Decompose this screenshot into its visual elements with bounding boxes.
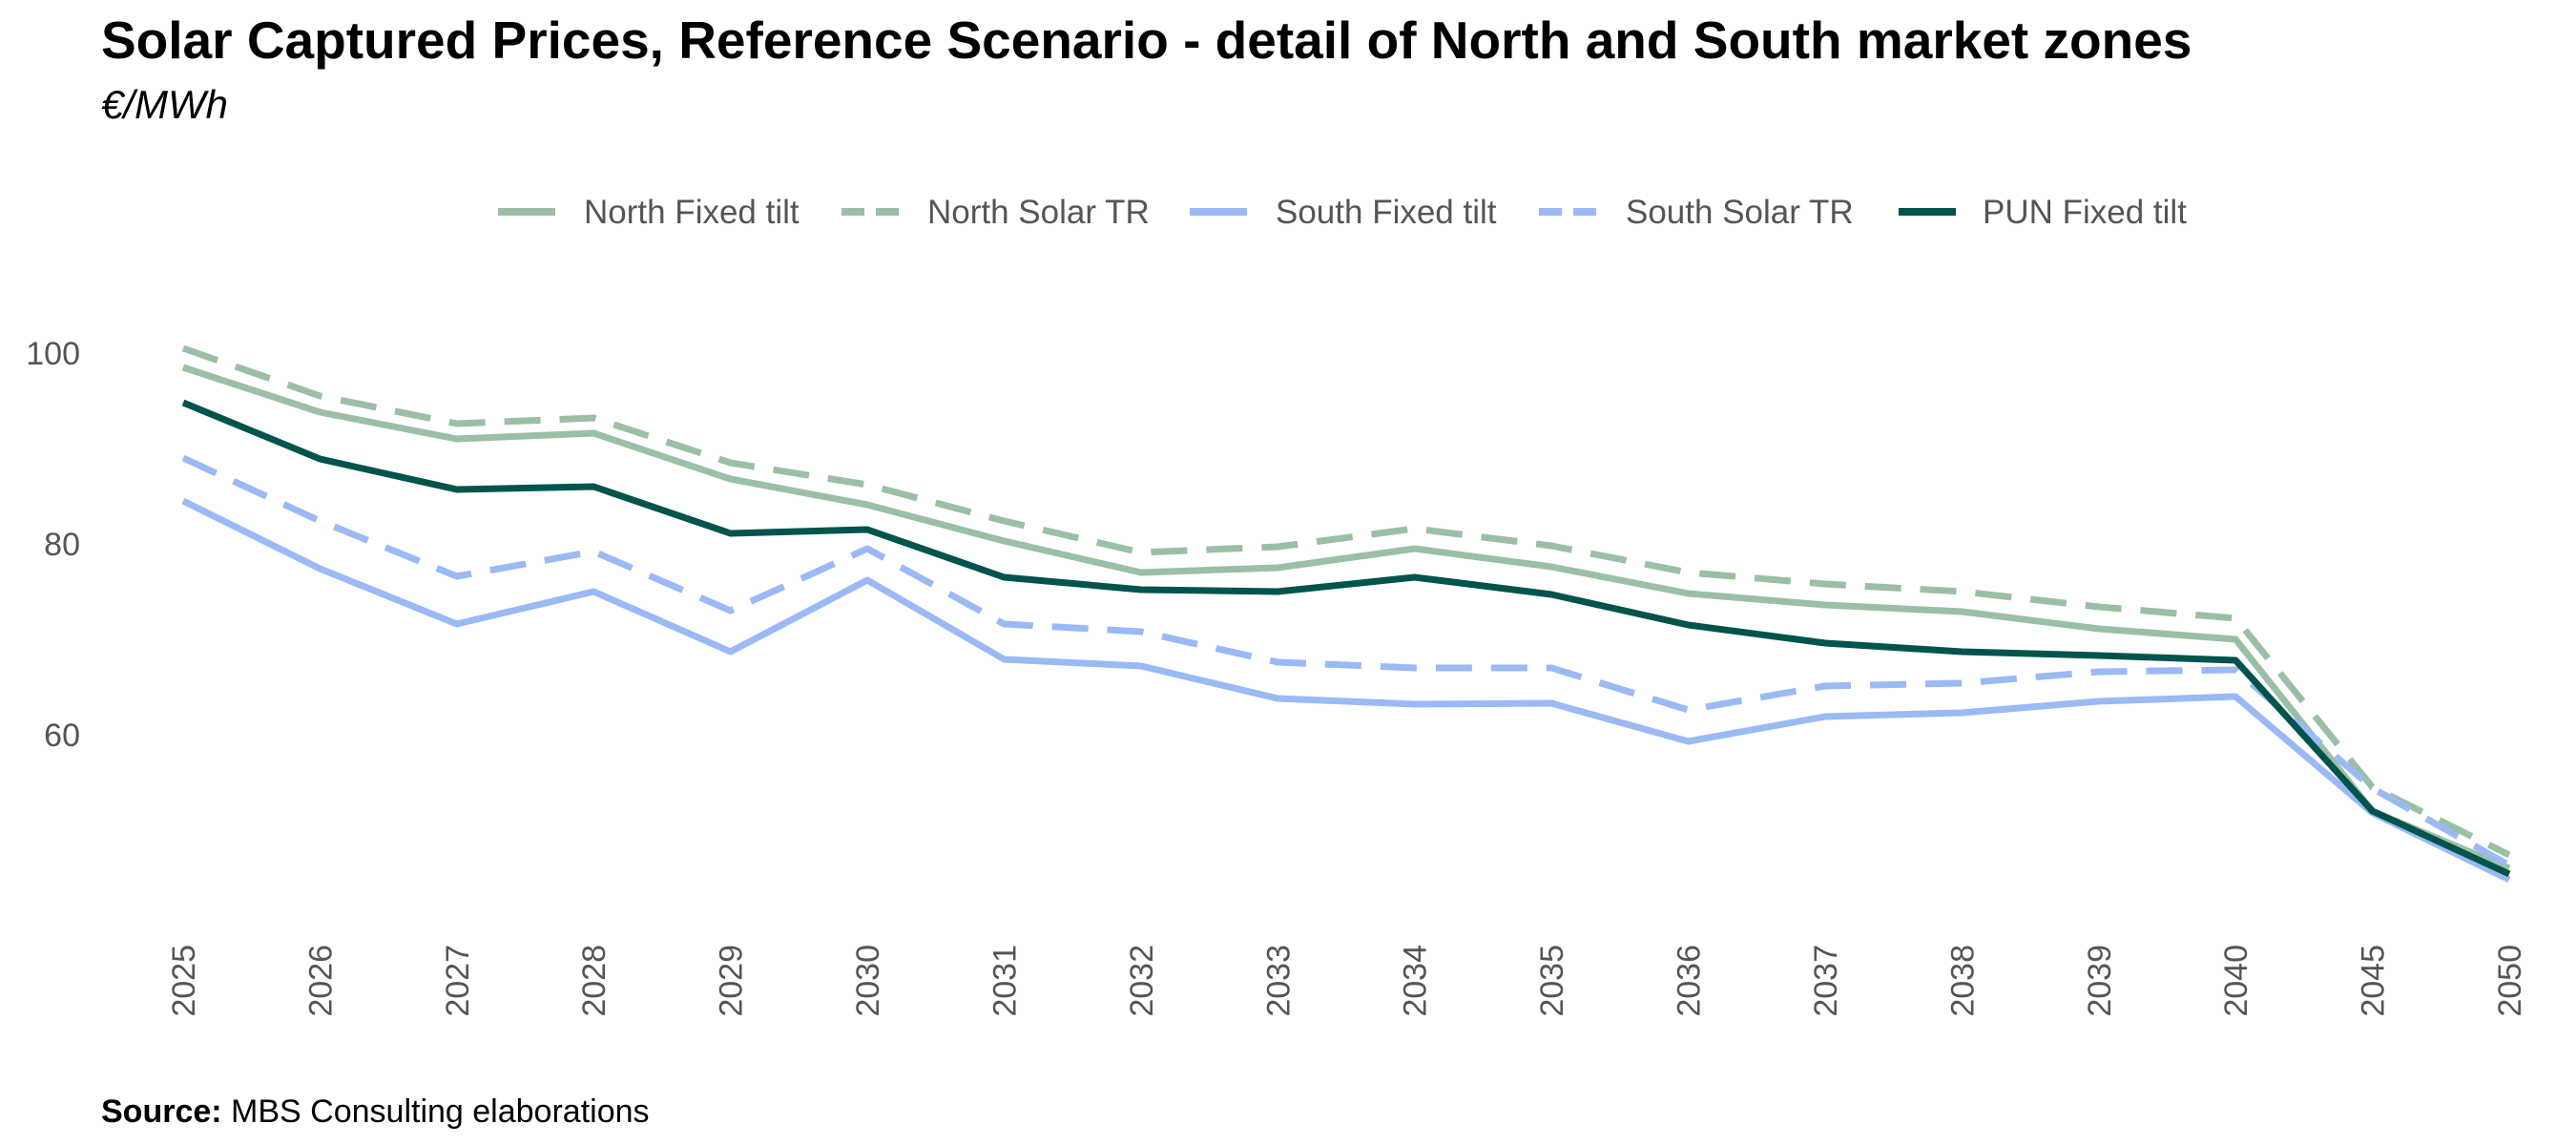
y-tick-label-80: 80	[44, 527, 80, 563]
x-tick-label-2039: 2039	[2082, 945, 2118, 1017]
legend-label-south-solar-tr: South Solar TR	[1626, 194, 1854, 231]
x-tick-label-2037: 2037	[1808, 945, 1844, 1017]
legend-label-north-fixed-tilt: North Fixed tilt	[584, 194, 800, 231]
x-tick-label-2026: 2026	[302, 945, 339, 1017]
x-axis: 2025 2026 2027 2028 2029 2030 2031 2032 2033 2034…	[166, 945, 2528, 1017]
x-tick-label-2038: 2038	[1944, 945, 1981, 1017]
x-tick-label-2031: 2031	[987, 945, 1023, 1017]
legend-label-south-fixed-tilt: South Fixed tilt	[1276, 194, 1497, 231]
series-line-north-solar-tr	[181, 344, 2511, 859]
plot-area	[181, 344, 2511, 884]
series-line-south-solar-tr	[181, 454, 2511, 869]
x-tick-label-2040: 2040	[2218, 945, 2254, 1017]
x-tick-label-2032: 2032	[1124, 945, 1160, 1017]
source-note: Source: MBS Consulting elaborations	[101, 1093, 650, 1131]
series-line-south-fixed-tilt	[181, 497, 2511, 884]
x-tick-label-2034: 2034	[1398, 945, 1434, 1017]
chart-subtitle: €/MWh	[101, 82, 229, 127]
series-line-pun-fixed-tilt	[181, 399, 2511, 878]
y-axis: 60 80 100	[26, 336, 80, 754]
source-text: MBS Consulting elaborations	[231, 1093, 650, 1130]
x-tick-label-2030: 2030	[850, 945, 886, 1017]
series-line-north-fixed-tilt	[181, 364, 2511, 872]
y-tick-label-100: 100	[26, 336, 80, 372]
x-tick-label-2025: 2025	[166, 945, 202, 1017]
x-tick-label-2036: 2036	[1672, 945, 1708, 1017]
x-tick-label-2033: 2033	[1260, 945, 1297, 1017]
source-label: Source:	[101, 1093, 222, 1130]
y-tick-label-60: 60	[44, 718, 80, 754]
x-tick-label-2045: 2045	[2356, 945, 2392, 1017]
chart-title: Solar Captured Prices, Reference Scenari…	[101, 10, 2192, 70]
x-tick-label-2050: 2050	[2492, 945, 2528, 1017]
x-tick-label-2028: 2028	[576, 945, 613, 1017]
legend: North Fixed tilt North Solar TR South Fixe…	[498, 194, 2187, 231]
legend-label-north-solar-tr: North Solar TR	[927, 194, 1150, 231]
x-tick-label-2027: 2027	[440, 945, 476, 1017]
x-tick-label-2035: 2035	[1534, 945, 1570, 1017]
x-tick-label-2029: 2029	[714, 945, 750, 1017]
legend-label-pun-fixed-tilt: PUN Fixed tilt	[1983, 194, 2187, 231]
